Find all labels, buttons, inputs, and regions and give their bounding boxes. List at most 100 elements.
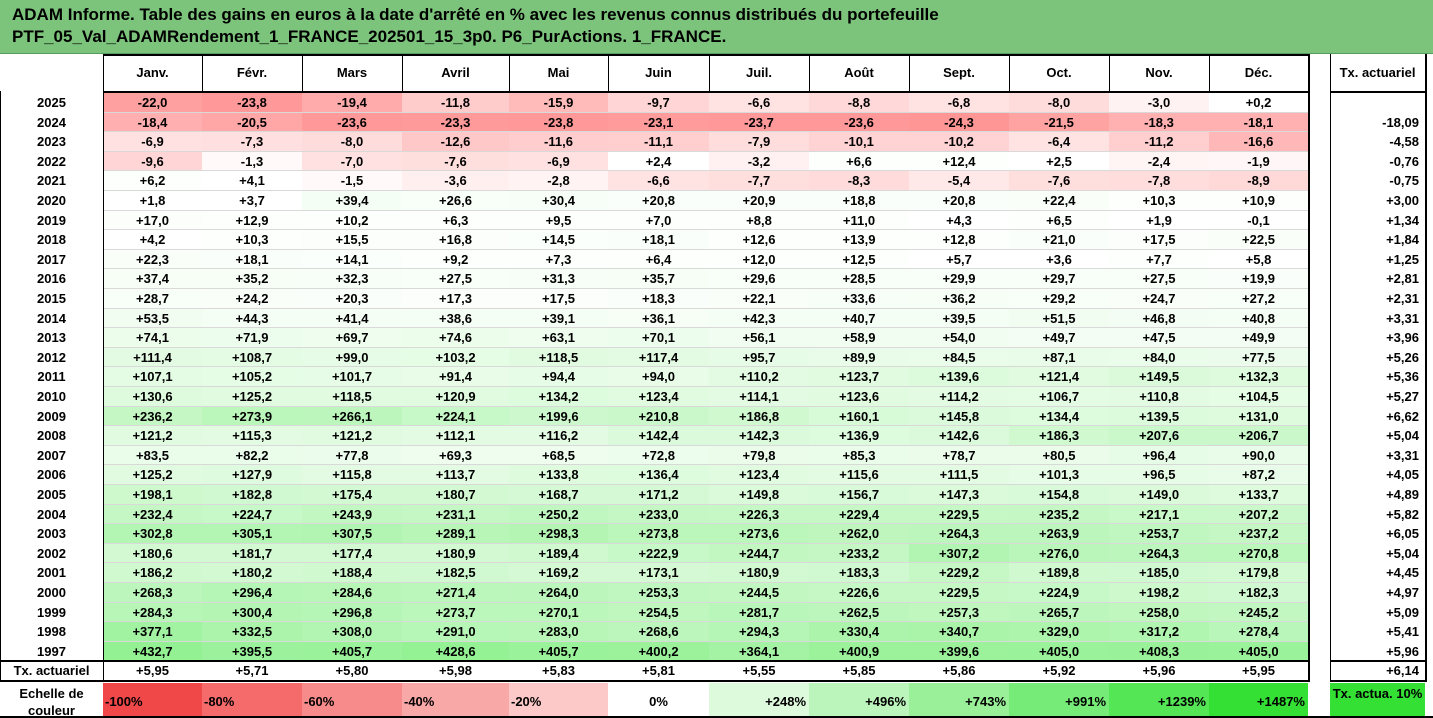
tx-actuariel-cell: -0,75 (1389, 173, 1419, 189)
gain-cell: +121,2 (103, 426, 202, 446)
gain-cell: -6,4 (1009, 132, 1109, 152)
gain-cell: +405,7 (302, 641, 402, 662)
gain-cell: +233,0 (608, 504, 709, 525)
data-bottom-border (0, 660, 1310, 663)
gain-cell: +78,7 (909, 445, 1009, 466)
gain-cell: +180,2 (202, 563, 302, 583)
gain-cell: +283,0 (509, 622, 608, 642)
gain-cell: +27,5 (1109, 269, 1209, 289)
gain-cell: +330,4 (809, 622, 909, 642)
gain-cell: -2,4 (1109, 151, 1209, 172)
gain-cell: +156,7 (809, 485, 909, 505)
gain-cell: +21,0 (1009, 230, 1109, 250)
gain-cell: +300,4 (202, 602, 302, 623)
month-header: Nov. (1145, 65, 1173, 80)
year-label: 2011 (37, 369, 66, 385)
gain-cell: +53,5 (103, 308, 202, 329)
gain-cell: +186,2 (103, 563, 202, 583)
tx-actuariel-cell: +6,05 (1386, 526, 1419, 542)
gain-cell: +40,7 (809, 308, 909, 329)
gain-cell: +236,2 (103, 406, 202, 427)
gain-cell: +270,8 (1209, 543, 1308, 564)
gain-cell: -6,9 (509, 151, 608, 172)
gain-cell: +3,7 (202, 191, 302, 211)
gain-cell: -5,4 (909, 171, 1009, 191)
gain-cell: +22,3 (103, 249, 202, 270)
tx-actuariel-cell: +1,25 (1386, 251, 1419, 267)
tx-actuariel-cell: +3,31 (1386, 310, 1419, 326)
gain-cell: -2,8 (509, 171, 608, 191)
gain-cell: +276,0 (1009, 543, 1109, 564)
gain-cell: +99,0 (302, 347, 402, 368)
month-header: Mars (336, 65, 368, 80)
gain-cell: +139,6 (909, 367, 1009, 387)
table-left-border (103, 54, 104, 681)
gain-cell: +291,0 (402, 622, 509, 642)
gain-cell: +32,3 (302, 269, 402, 289)
gain-cell: +104,5 (1209, 387, 1308, 407)
month-header: Juil. (745, 65, 772, 80)
gain-cell: -11,2 (1109, 132, 1209, 152)
gain-cell: +4,1 (202, 171, 302, 191)
tx-actuariel-cell: +2,81 (1386, 271, 1419, 287)
gain-cell: +296,8 (302, 602, 402, 623)
gain-cell: +27,2 (1209, 289, 1308, 309)
gain-cell: +332,5 (202, 622, 302, 642)
footer-bottom-border (0, 680, 1310, 682)
month-header: Août (844, 65, 874, 80)
gain-cell: +317,2 (1109, 622, 1209, 642)
tx-actuariel-cell: +3,96 (1386, 330, 1419, 346)
gain-cell: +296,4 (202, 583, 302, 603)
gain-cell: +35,2 (202, 269, 302, 289)
gain-cell: +77,5 (1209, 347, 1308, 368)
gain-cell: +123,4 (608, 387, 709, 407)
gain-cell: +18,1 (608, 230, 709, 250)
gain-cell: +273,6 (709, 524, 809, 544)
gain-cell: +36,2 (909, 289, 1009, 309)
year-label: 2010 (37, 389, 66, 404)
gain-cell: -9,6 (103, 151, 202, 172)
gain-cell: +28,5 (809, 269, 909, 289)
gain-cell: +231,1 (402, 504, 509, 525)
gain-cell: +106,7 (1009, 387, 1109, 407)
gain-cell: +186,3 (1009, 426, 1109, 446)
gain-cell: +17,5 (509, 289, 608, 309)
gain-cell: +7,7 (1109, 249, 1209, 270)
footer-tx-cell: +5,95 (1242, 663, 1275, 679)
gain-cell: +44,3 (202, 308, 302, 329)
gain-cell: +12,5 (809, 249, 909, 270)
tx-actuariel-cell: +5,04 (1386, 545, 1419, 561)
gain-cell: +120,9 (402, 387, 509, 407)
gain-cell: +7,3 (509, 249, 608, 270)
scale-swatch: +991% (1009, 683, 1109, 718)
gain-cell: +84,0 (1109, 347, 1209, 368)
year-label: 2018 (37, 232, 66, 248)
gain-cell: +294,3 (709, 622, 809, 642)
gain-cell: +432,7 (103, 641, 202, 662)
table-right-border (1308, 54, 1310, 681)
gain-cell: -1,5 (302, 171, 402, 191)
gain-cell: +118,5 (509, 347, 608, 368)
gain-cell: -12,6 (402, 132, 509, 152)
gain-cell: +26,6 (402, 191, 509, 211)
year-label: 2014 (37, 310, 66, 326)
gain-cell: -23,7 (709, 112, 809, 133)
gain-cell: +35,7 (608, 269, 709, 289)
gain-cell: +173,1 (608, 563, 709, 583)
gain-cell: +136,9 (809, 426, 909, 446)
gain-cell: -7,6 (402, 151, 509, 172)
gain-cell: +428,6 (402, 641, 509, 662)
scale-swatch: +1239% (1109, 683, 1209, 718)
row-separator (103, 307, 1308, 309)
gain-cell: +265,7 (1009, 602, 1109, 623)
gain-cell: +39,4 (302, 191, 402, 211)
gain-cell: -11,8 (402, 93, 509, 113)
gain-cell: +217,1 (1109, 504, 1209, 525)
gain-cell: +262,5 (809, 602, 909, 623)
gain-cell: +87,2 (1209, 465, 1308, 485)
tx-header-bottom (1330, 91, 1427, 93)
gain-cell: +6,6 (809, 151, 909, 172)
gain-cell: -24,3 (909, 112, 1009, 133)
gain-cell: +10,3 (1109, 191, 1209, 211)
gain-cell: -11,6 (509, 132, 608, 152)
